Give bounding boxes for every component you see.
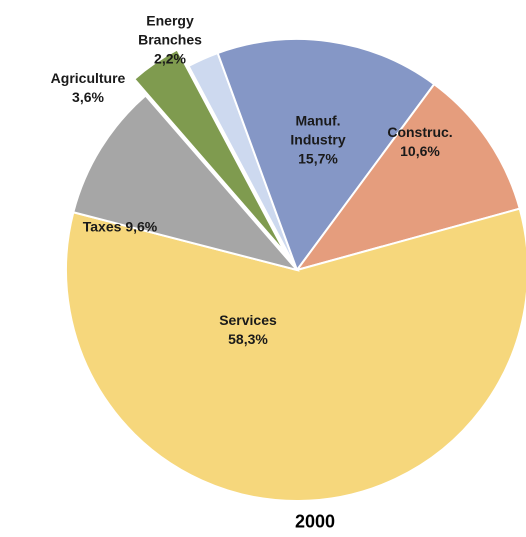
slice-label: Services 58,3% <box>203 311 293 349</box>
value-label: 58,3% <box>228 331 268 347</box>
slice-label: Energy Branches 2,2% <box>125 12 215 69</box>
value-label: 2,2% <box>154 50 186 67</box>
category-label: Energy Branches <box>138 12 202 48</box>
pie-slice <box>132 48 287 255</box>
category-label: Agriculture <box>50 70 126 86</box>
slice-label: Agriculture 3,6% <box>43 69 133 107</box>
slice-label: Manuf. Industry 15,7% <box>273 112 363 169</box>
chart-title: 2000 <box>294 511 336 532</box>
slice-label: Taxes 9,6% <box>83 218 157 237</box>
value-label: 10,6% <box>400 143 440 159</box>
value-label: 9,6% <box>125 218 158 235</box>
pie-slice <box>216 38 436 273</box>
category-label: Manuf. Industry <box>290 112 346 148</box>
pie-slice <box>72 94 300 272</box>
category-label: Services <box>219 312 277 328</box>
category-label: Taxes <box>82 218 122 235</box>
value-label: 3,6% <box>72 89 104 105</box>
category-label: Construc. <box>387 124 453 140</box>
pie-slice <box>65 207 526 502</box>
value-label: 15,7% <box>298 150 338 167</box>
slice-label: Construc. 10,6% <box>375 123 465 161</box>
